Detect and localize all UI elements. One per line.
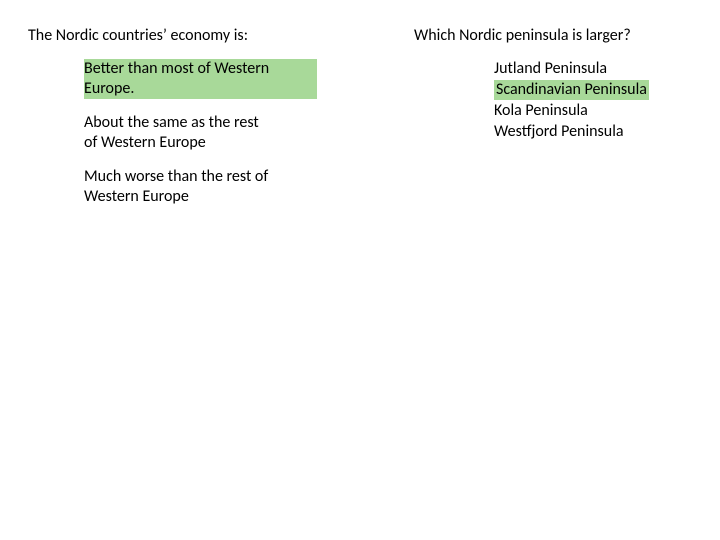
left-column: The Nordic countries’ economy is: Better… bbox=[0, 26, 360, 221]
left-option-3-line2: Western Europe bbox=[84, 187, 189, 206]
left-option-1-line2: Europe. bbox=[84, 79, 317, 99]
right-option-3: Kola Peninsula bbox=[494, 101, 720, 121]
right-question: Which Nordic peninsula is larger? bbox=[414, 26, 720, 45]
left-option-2: About the same as the rest of Western Eu… bbox=[84, 113, 360, 153]
left-option-2-line2: of Western Europe bbox=[84, 133, 206, 152]
left-question: The Nordic countries’ economy is: bbox=[28, 26, 360, 45]
right-options: Jutland Peninsula Scandinavian Peninsula… bbox=[414, 59, 720, 142]
right-option-4-text: Westfjord Peninsula bbox=[494, 122, 624, 141]
left-option-1: Better than most of Western Europe. bbox=[84, 59, 360, 99]
left-option-1-line1: Better than most of Western bbox=[84, 59, 317, 79]
right-option-3-text: Kola Peninsula bbox=[494, 101, 588, 120]
right-option-2: Scandinavian Peninsula bbox=[494, 80, 720, 100]
right-option-4: Westfjord Peninsula bbox=[494, 122, 720, 142]
right-column: Which Nordic peninsula is larger? Jutlan… bbox=[360, 26, 720, 221]
left-option-3: Much worse than the rest of Western Euro… bbox=[84, 167, 360, 207]
right-option-2-text: Scandinavian Peninsula bbox=[494, 80, 649, 100]
left-option-2-line1: About the same as the rest bbox=[84, 113, 259, 132]
right-option-1-text: Jutland Peninsula bbox=[494, 59, 607, 78]
left-option-3-line1: Much worse than the rest of bbox=[84, 167, 268, 186]
right-option-1: Jutland Peninsula bbox=[494, 59, 720, 79]
left-options: Better than most of Western Europe. Abou… bbox=[28, 59, 360, 207]
slide-container: The Nordic countries’ economy is: Better… bbox=[0, 0, 720, 221]
